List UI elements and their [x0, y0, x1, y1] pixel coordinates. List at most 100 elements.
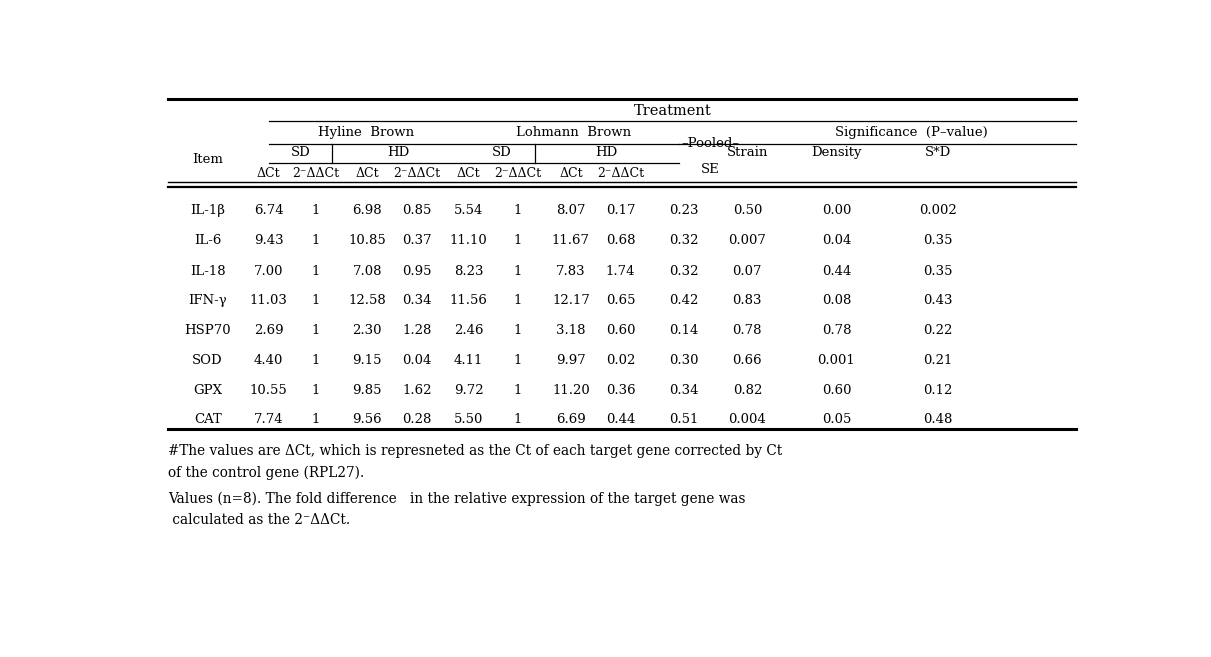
Text: S*D: S*D — [925, 147, 951, 159]
Text: 1: 1 — [513, 265, 522, 277]
Text: 0.44: 0.44 — [606, 413, 636, 426]
Text: 5.54: 5.54 — [454, 204, 483, 217]
Text: 2⁻ΔΔCt: 2⁻ΔΔCt — [394, 167, 441, 180]
Text: GPX: GPX — [194, 384, 222, 397]
Text: 0.34: 0.34 — [402, 294, 432, 307]
Text: 8.07: 8.07 — [556, 204, 586, 217]
Text: 1: 1 — [311, 265, 320, 277]
Text: IL-18: IL-18 — [190, 265, 225, 277]
Text: IFN-γ: IFN-γ — [189, 294, 226, 307]
Text: 7.74: 7.74 — [254, 413, 283, 426]
Text: 7.83: 7.83 — [556, 265, 586, 277]
Text: 0.07: 0.07 — [733, 265, 762, 277]
Text: 4.40: 4.40 — [254, 354, 283, 367]
Text: 1: 1 — [513, 354, 522, 367]
Text: 0.28: 0.28 — [402, 413, 431, 426]
Text: Values (n=8). The fold difference   in the relative expression of the target gen: Values (n=8). The fold difference in the… — [168, 491, 746, 506]
Text: 1: 1 — [513, 204, 522, 217]
Text: Strain: Strain — [727, 147, 768, 159]
Text: 6.74: 6.74 — [254, 204, 283, 217]
Text: 11.67: 11.67 — [552, 235, 590, 247]
Text: 6.69: 6.69 — [556, 413, 586, 426]
Text: 1: 1 — [311, 354, 320, 367]
Text: 0.001: 0.001 — [817, 354, 855, 367]
Text: 0.32: 0.32 — [668, 235, 699, 247]
Text: –Pooled–: –Pooled– — [682, 137, 740, 150]
Text: 7.00: 7.00 — [254, 265, 283, 277]
Text: Treatment: Treatment — [633, 104, 711, 118]
Text: 0.44: 0.44 — [822, 265, 851, 277]
Text: 0.37: 0.37 — [402, 235, 432, 247]
Text: 0.78: 0.78 — [822, 324, 851, 337]
Text: ΔCt: ΔCt — [257, 167, 281, 180]
Text: Item: Item — [193, 153, 223, 166]
Text: 1.74: 1.74 — [606, 265, 636, 277]
Text: 0.51: 0.51 — [668, 413, 699, 426]
Text: IL-6: IL-6 — [194, 235, 222, 247]
Text: HD: HD — [386, 147, 409, 159]
Text: 10.55: 10.55 — [249, 384, 287, 397]
Text: 1: 1 — [513, 384, 522, 397]
Text: 2.30: 2.30 — [352, 324, 381, 337]
Text: SE: SE — [701, 163, 721, 176]
Text: 0.02: 0.02 — [606, 354, 636, 367]
Text: CAT: CAT — [194, 413, 222, 426]
Text: 0.42: 0.42 — [668, 294, 699, 307]
Text: Density: Density — [811, 147, 862, 159]
Text: 4.11: 4.11 — [454, 354, 483, 367]
Text: 11.10: 11.10 — [449, 235, 488, 247]
Text: 0.83: 0.83 — [733, 294, 762, 307]
Text: 0.36: 0.36 — [606, 384, 636, 397]
Text: #The values are ΔCt, which is represneted as the Ct of each target gene correcte: #The values are ΔCt, which is represnete… — [168, 443, 782, 458]
Text: 0.14: 0.14 — [668, 324, 699, 337]
Text: 0.30: 0.30 — [668, 354, 699, 367]
Text: 0.12: 0.12 — [923, 384, 953, 397]
Text: 9.15: 9.15 — [352, 354, 381, 367]
Text: IL-1β: IL-1β — [190, 204, 225, 217]
Text: 5.50: 5.50 — [454, 413, 483, 426]
Text: HD: HD — [596, 147, 618, 159]
Text: 10.85: 10.85 — [349, 235, 386, 247]
Text: 12.17: 12.17 — [552, 294, 590, 307]
Text: 0.60: 0.60 — [606, 324, 636, 337]
Text: 0.32: 0.32 — [668, 265, 699, 277]
Text: 1.28: 1.28 — [402, 324, 431, 337]
Text: 1: 1 — [513, 413, 522, 426]
Text: 0.78: 0.78 — [733, 324, 762, 337]
Text: 1: 1 — [311, 324, 320, 337]
Text: 8.23: 8.23 — [454, 265, 483, 277]
Text: 0.60: 0.60 — [822, 384, 851, 397]
Text: 0.17: 0.17 — [606, 204, 636, 217]
Text: ΔCt: ΔCt — [559, 167, 582, 180]
Text: SD: SD — [291, 147, 310, 159]
Text: 12.58: 12.58 — [349, 294, 386, 307]
Text: 2.69: 2.69 — [254, 324, 283, 337]
Text: 7.08: 7.08 — [352, 265, 381, 277]
Text: 0.95: 0.95 — [402, 265, 432, 277]
Text: 0.50: 0.50 — [733, 204, 762, 217]
Text: 0.08: 0.08 — [822, 294, 851, 307]
Text: 0.34: 0.34 — [668, 384, 699, 397]
Text: 1: 1 — [513, 235, 522, 247]
Text: 0.85: 0.85 — [402, 204, 431, 217]
Text: Hyline  Brown: Hyline Brown — [318, 126, 414, 139]
Text: 0.43: 0.43 — [923, 294, 953, 307]
Text: HSP70: HSP70 — [184, 324, 231, 337]
Text: Lohmann  Brown: Lohmann Brown — [516, 126, 631, 139]
Text: 1: 1 — [311, 204, 320, 217]
Text: 9.72: 9.72 — [454, 384, 483, 397]
Text: 1: 1 — [311, 413, 320, 426]
Text: 3.18: 3.18 — [556, 324, 586, 337]
Text: 0.35: 0.35 — [923, 235, 953, 247]
Text: 0.22: 0.22 — [923, 324, 953, 337]
Text: 9.85: 9.85 — [352, 384, 381, 397]
Text: 0.65: 0.65 — [606, 294, 636, 307]
Text: of the control gene (RPL27).: of the control gene (RPL27). — [168, 465, 365, 480]
Text: 0.002: 0.002 — [919, 204, 957, 217]
Text: 0.00: 0.00 — [822, 204, 851, 217]
Text: SOD: SOD — [193, 354, 223, 367]
Text: 0.35: 0.35 — [923, 265, 953, 277]
Text: ΔCt: ΔCt — [457, 167, 481, 180]
Text: 11.56: 11.56 — [449, 294, 488, 307]
Text: 1: 1 — [513, 324, 522, 337]
